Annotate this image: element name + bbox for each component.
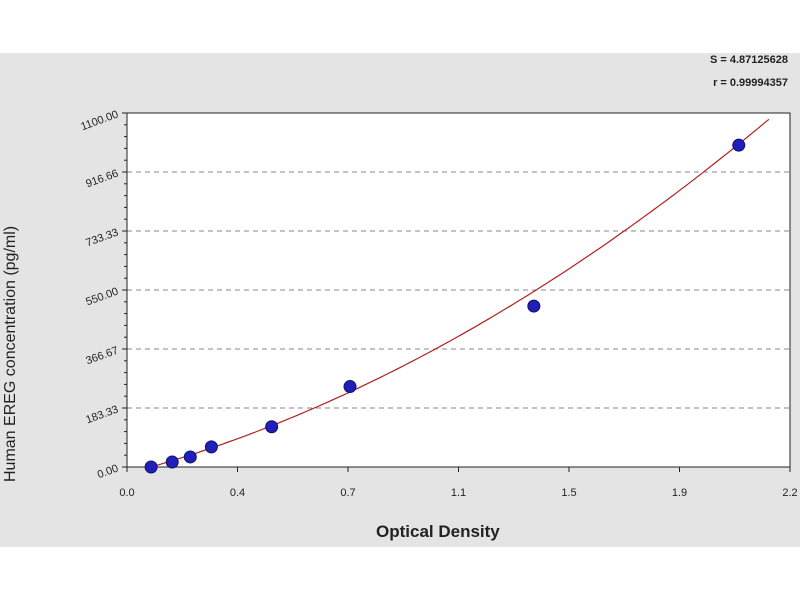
y-tick-label: 916.66: [84, 168, 120, 191]
y-tick-label: 0.00: [96, 463, 120, 482]
data-point: [732, 138, 746, 152]
x-tick-label: 2.2: [782, 487, 797, 499]
data-point: [204, 440, 218, 454]
data-point: [343, 380, 357, 394]
x-tick-label: 1.5: [561, 487, 576, 499]
x-tick-label: 1.1: [451, 487, 466, 499]
y-tick-label: 550.00: [84, 286, 120, 309]
x-tick-label: 0.0: [119, 487, 134, 499]
y-tick-label: 183.33: [84, 404, 120, 427]
data-point: [144, 460, 158, 474]
x-tick-label: 0.4: [230, 487, 245, 499]
fit-stat-r: r = 0.99994357: [713, 77, 788, 89]
plot-frame: [126, 112, 791, 468]
y-tick-label: 733.33: [84, 227, 120, 250]
y-axis-label: Human EREG concentration (pg/ml): [2, 225, 19, 482]
data-point: [183, 450, 197, 464]
x-tick-label: 1.9: [672, 487, 687, 499]
fit-curve: [144, 118, 770, 470]
y-tick-label: 1100.00: [79, 109, 120, 134]
x-axis-label: Optical Density: [376, 522, 500, 541]
data-point: [165, 455, 179, 469]
data-point: [527, 299, 541, 313]
fit-stat-s: S = 4.87125628: [710, 54, 788, 66]
data-point: [265, 420, 279, 434]
y-tick-label: 366.67: [84, 345, 120, 368]
x-tick-label: 0.7: [340, 487, 355, 499]
